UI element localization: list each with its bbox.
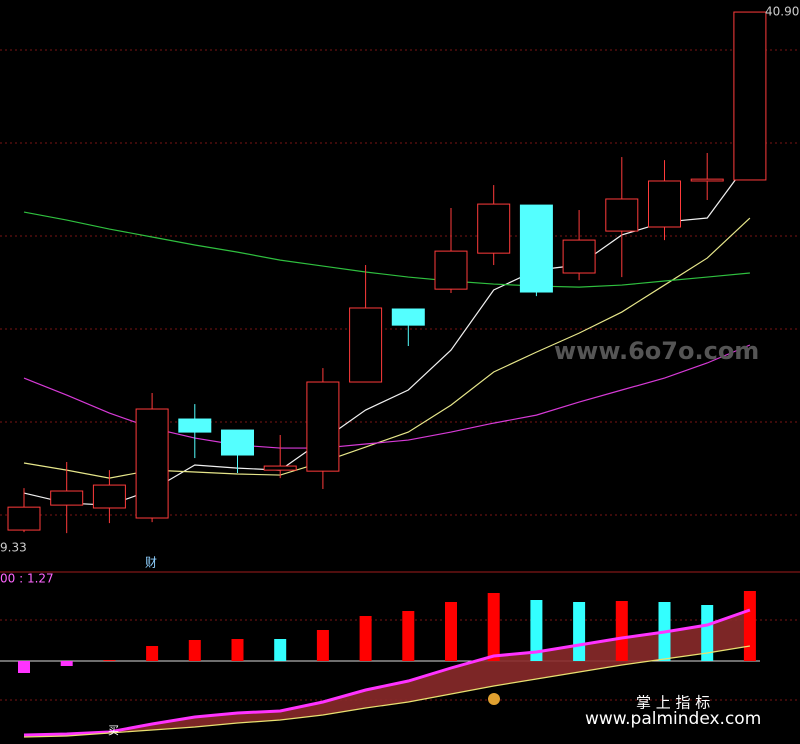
bar	[530, 600, 543, 661]
bar	[402, 611, 415, 661]
grid	[0, 49, 800, 701]
candle-body	[477, 203, 511, 254]
bar	[359, 616, 372, 661]
bar	[188, 640, 201, 661]
candle-body	[50, 490, 84, 506]
indicator-line	[23, 608, 751, 737]
candle-body	[306, 381, 340, 472]
watermark: www.palmindex.com	[585, 709, 761, 729]
candle-body	[391, 308, 425, 326]
candle-body	[605, 198, 639, 232]
icon	[488, 693, 500, 705]
bar	[274, 639, 287, 661]
bar	[146, 646, 159, 661]
candle-body	[733, 11, 767, 181]
money-icon	[488, 693, 500, 705]
bar	[60, 661, 73, 666]
candle-body	[178, 418, 212, 433]
bar	[701, 605, 714, 661]
candle-body	[349, 307, 383, 383]
bar	[231, 639, 244, 661]
bar	[18, 661, 30, 673]
candle-body	[92, 484, 126, 509]
bar	[445, 602, 457, 661]
candle-body	[7, 506, 41, 531]
bar	[316, 630, 329, 661]
bar	[103, 660, 116, 661]
moving-average	[23, 159, 751, 506]
indicator-label: 00 : 1.27	[0, 572, 54, 586]
candle-body	[562, 239, 596, 274]
signal-label: 财	[145, 556, 157, 570]
indicator-line	[23, 645, 750, 738]
candle-body	[135, 408, 169, 519]
candle-body	[690, 178, 724, 182]
watermark: www.6o7o.com	[554, 337, 759, 365]
candle-body	[648, 180, 681, 228]
candle-body	[263, 465, 297, 471]
candle-body	[519, 204, 553, 293]
extreme-label: 9.33	[0, 541, 27, 555]
signal-label: 买	[108, 724, 119, 737]
bar	[743, 591, 756, 661]
bar	[573, 602, 586, 661]
extreme-label: 40.90	[765, 5, 799, 19]
moving-average	[23, 211, 750, 288]
bar	[487, 593, 500, 661]
watermark: 掌 上 指 标	[636, 694, 710, 712]
candle-body	[221, 429, 254, 456]
bar	[615, 601, 628, 661]
candle-body	[434, 250, 468, 290]
